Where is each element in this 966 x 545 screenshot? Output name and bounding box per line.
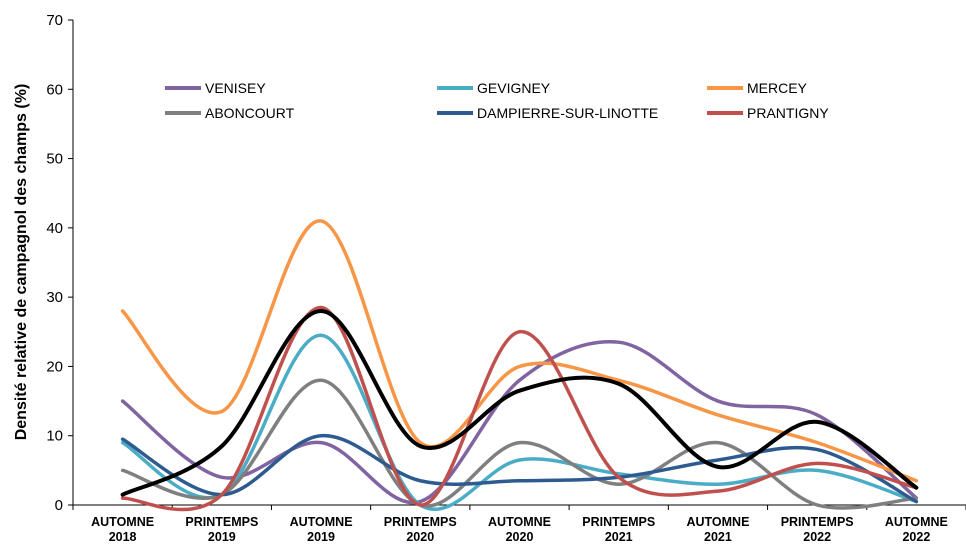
x-tick-label: PRINTEMPS 2021 bbox=[582, 515, 655, 544]
series-lines bbox=[120, 219, 919, 512]
series-line-venisey bbox=[120, 339, 919, 505]
legend: VENISEY GEVIGNEY MERCEY ABONCOURT DAMPIERRE-… bbox=[165, 80, 829, 121]
x-tick-label: AUTOMNE 2020 bbox=[488, 515, 551, 544]
legend-label: VENISEY bbox=[205, 80, 266, 96]
x-tick-label: AUTOMNE 2018 bbox=[91, 515, 154, 544]
x-tick-label: PRINTEMPS 2019 bbox=[185, 515, 258, 544]
x-tick-label: AUTOMNE 2022 bbox=[885, 515, 948, 544]
x-tick-label: AUTOMNE 2021 bbox=[686, 515, 749, 544]
x-axis: AUTOMNE 2018 PRINTEMPS 2019 AUTOMNE 2019 PRINT… bbox=[72, 504, 966, 544]
legend-label: PRANTIGNY bbox=[747, 105, 829, 121]
y-axis-title: Densité relative de campagnol des champs… bbox=[13, 84, 30, 441]
legend-label: MERCEY bbox=[747, 80, 808, 96]
y-tick-label: 50 bbox=[46, 151, 63, 168]
y-tick-label: 0 bbox=[55, 497, 63, 514]
y-tick-label: 70 bbox=[46, 12, 63, 29]
x-tick-label: AUTOMNE 2019 bbox=[290, 515, 353, 544]
y-tick-label: 60 bbox=[46, 81, 63, 98]
y-tick-label: 30 bbox=[46, 289, 63, 306]
legend-label: GEVIGNEY bbox=[477, 80, 551, 96]
x-tick-label: PRINTEMPS 2020 bbox=[384, 515, 457, 544]
series-line-black bbox=[120, 309, 919, 497]
series-line-dampierre-sur-linotte bbox=[120, 433, 919, 504]
y-tick-label: 10 bbox=[46, 428, 63, 445]
series-line-mercey bbox=[120, 219, 919, 483]
legend-label: ABONCOURT bbox=[205, 105, 295, 121]
series-line-aboncourt bbox=[120, 378, 919, 510]
series-line-prantigny bbox=[120, 305, 919, 512]
x-tick-label: PRINTEMPS 2022 bbox=[781, 515, 854, 544]
y-axis: 0 10 20 30 40 50 60 70 bbox=[46, 12, 74, 514]
y-tick-label: 40 bbox=[46, 220, 63, 237]
y-tick-label: 20 bbox=[46, 358, 63, 375]
legend-label: DAMPIERRE-SUR-LINOTTE bbox=[477, 105, 658, 121]
